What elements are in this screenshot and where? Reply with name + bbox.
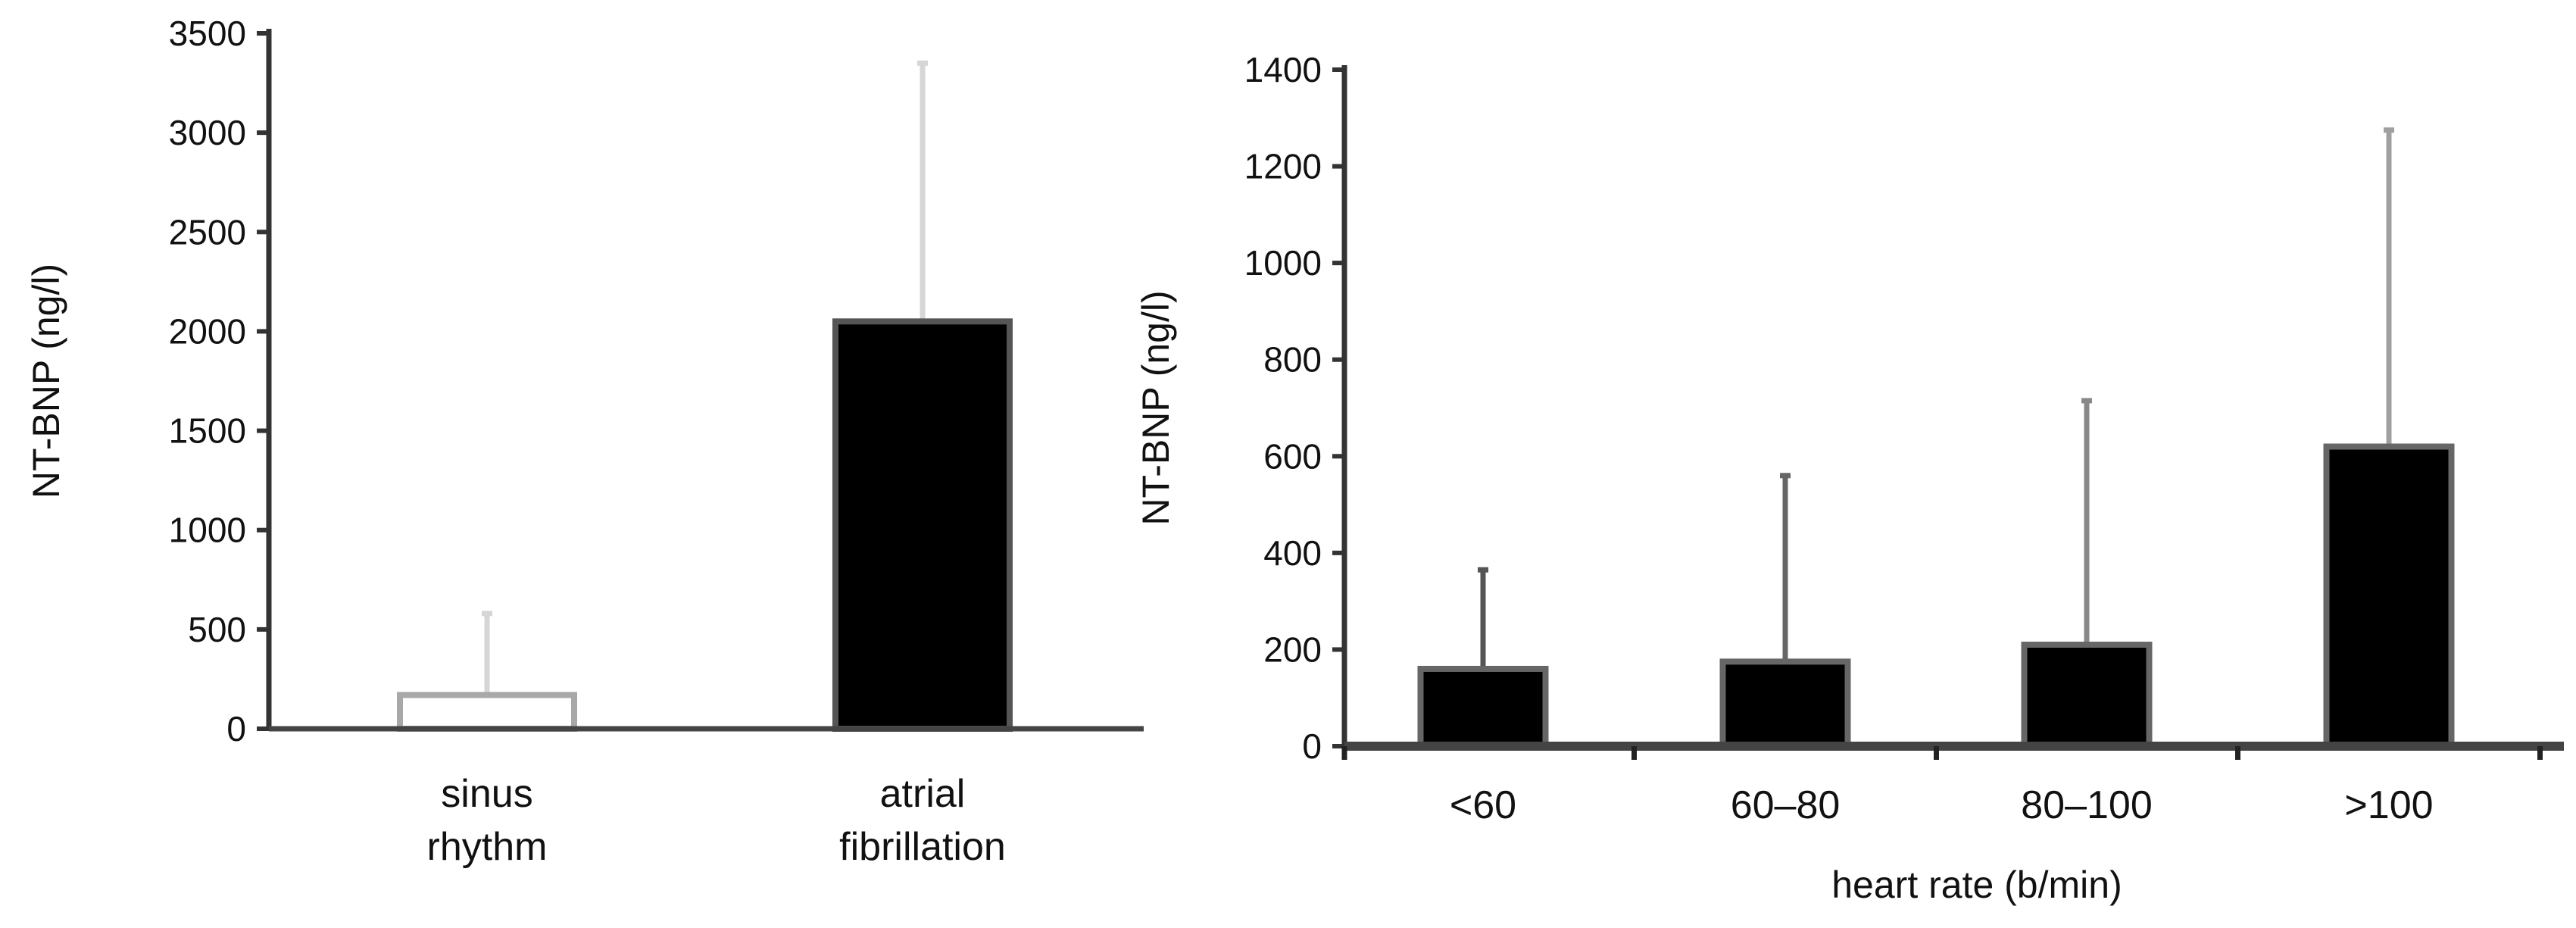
y-tick-label: 0 [226, 709, 246, 748]
y-tick-label: 600 [1263, 436, 1322, 476]
y-tick-label: 400 [1263, 533, 1322, 573]
y-tick-label: 1000 [169, 511, 246, 550]
y-tick-label: 2500 [169, 212, 246, 252]
y-tick-label: 3500 [169, 14, 246, 53]
x-tick-label: 80–100 [2021, 783, 2153, 827]
x-axis-label: heart rate (b/min) [1831, 864, 2122, 906]
y-tick-label: 800 [1263, 340, 1322, 380]
x-tick-label: 60–80 [1731, 783, 1841, 827]
bar [2323, 443, 2455, 749]
y-tick-label: 1400 [1244, 50, 1322, 89]
y-axis-label: NT-BNP (ng/l) [25, 264, 67, 498]
x-tick-label: atrial fibrillation [839, 772, 1006, 869]
x-tick-label: sinus rhythm [427, 772, 548, 869]
y-axis-label: NT-BNP (ng/l) [1135, 290, 1177, 525]
bar [832, 318, 1013, 733]
x-tick-label: <60 [1450, 783, 1516, 827]
bar [1719, 658, 1851, 749]
bar [2021, 642, 2153, 749]
x-tick-label: >100 [2344, 783, 2433, 827]
y-tick-label: 1200 [1244, 147, 1322, 186]
chart-right-heart-rate: 0 200 400 600 800 1000 1200 1400 NT-BNP (ng/l) <6… [1135, 50, 2564, 906]
bar [397, 692, 577, 733]
y-tick-label: 3000 [169, 113, 246, 152]
y-tick-label: 0 [1302, 726, 1322, 766]
y-tick-label: 200 [1263, 630, 1322, 669]
y-tick-label: 2000 [169, 311, 246, 351]
y-tick-label: 500 [188, 610, 246, 649]
bar [1417, 665, 1549, 750]
y-tick-label: 1500 [169, 411, 246, 451]
chart-left-rhythm: 0 500 1000 1500 2000 2500 3000 3500 NT-BNP (ng/l… [25, 14, 1144, 869]
y-tick-label: 1000 [1244, 243, 1322, 283]
